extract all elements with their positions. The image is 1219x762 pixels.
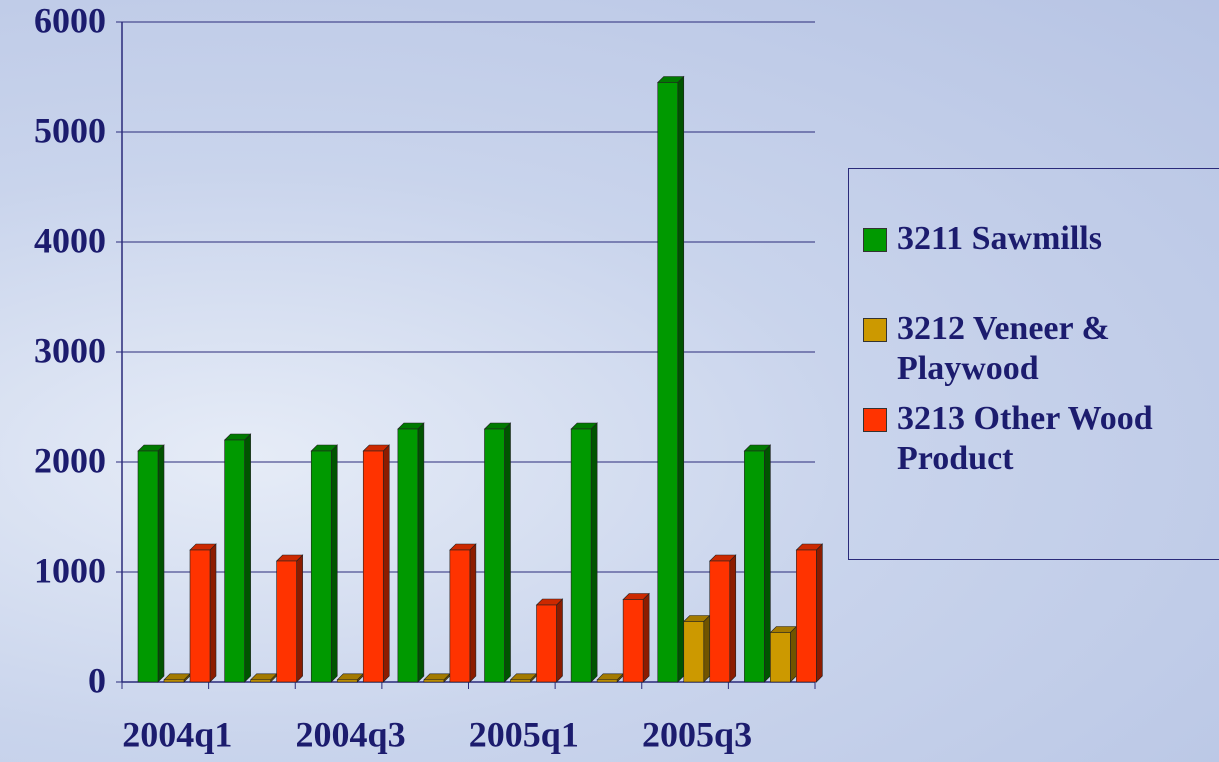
bar [570,428,592,683]
x-tick-label: 2005q3 [642,714,752,754]
y-tick-label: 0 [88,660,106,700]
legend-item: 3212 Veneer & Playwood [863,309,1219,389]
bar [484,428,505,683]
bar-side [382,444,390,683]
bar [683,621,705,683]
bar [770,632,791,683]
bar-side [157,444,165,683]
bar-side [642,592,650,683]
y-tick-label: 5000 [34,110,106,150]
legend-item: 3211 Sawmills [863,219,1219,259]
bar [189,549,211,683]
bar-side [330,444,338,683]
legend-swatch [863,228,887,252]
bar [510,679,531,683]
bar-side [209,543,217,683]
x-tick-label: 2004q3 [296,714,406,754]
y-tick-label: 2000 [34,440,106,480]
x-tick-label: 2004q1 [122,714,232,754]
x-tick-label: 2005q1 [469,714,579,754]
bar [224,439,245,683]
legend-swatch [863,408,887,432]
bar-side [296,554,303,683]
bar [137,450,159,683]
legend-label: 3211 Sawmills [897,220,1102,257]
bar [796,549,817,683]
legend: 3211 Sawmills 3212 Veneer & Playwood 3213 … [848,168,1219,560]
legend-label: 3212 Veneer & Playwood [897,310,1110,387]
bar [744,450,765,683]
bar [449,549,471,683]
bar-side [790,625,797,683]
bar-side [556,598,563,683]
bar [657,82,679,683]
bar [536,604,557,683]
y-tick-label: 6000 [34,0,106,40]
bar [362,450,384,683]
bar-side [764,444,771,683]
bar [276,560,297,683]
bar-side [244,433,251,683]
bar [163,679,185,683]
bar-side [729,554,737,683]
legend-item: 3213 Other Wood Product [863,399,1219,479]
bar-side [504,422,511,683]
bar [423,679,445,683]
bar [310,450,332,683]
bar [709,560,731,683]
bar [596,679,618,683]
bar [397,428,419,683]
legend-swatch [863,318,887,342]
legend-label: 3213 Other Wood Product [897,400,1153,477]
bar [250,679,271,683]
y-tick-label: 3000 [34,330,106,370]
y-tick-label: 1000 [34,550,106,590]
bar-side [816,543,823,683]
bar-side [703,614,711,683]
bar-side [417,422,425,683]
y-tick-label: 4000 [34,220,106,260]
bar [622,599,644,683]
bar [336,679,358,683]
bar-side [677,75,685,683]
bar-side [590,422,598,683]
bar-side [469,543,477,683]
